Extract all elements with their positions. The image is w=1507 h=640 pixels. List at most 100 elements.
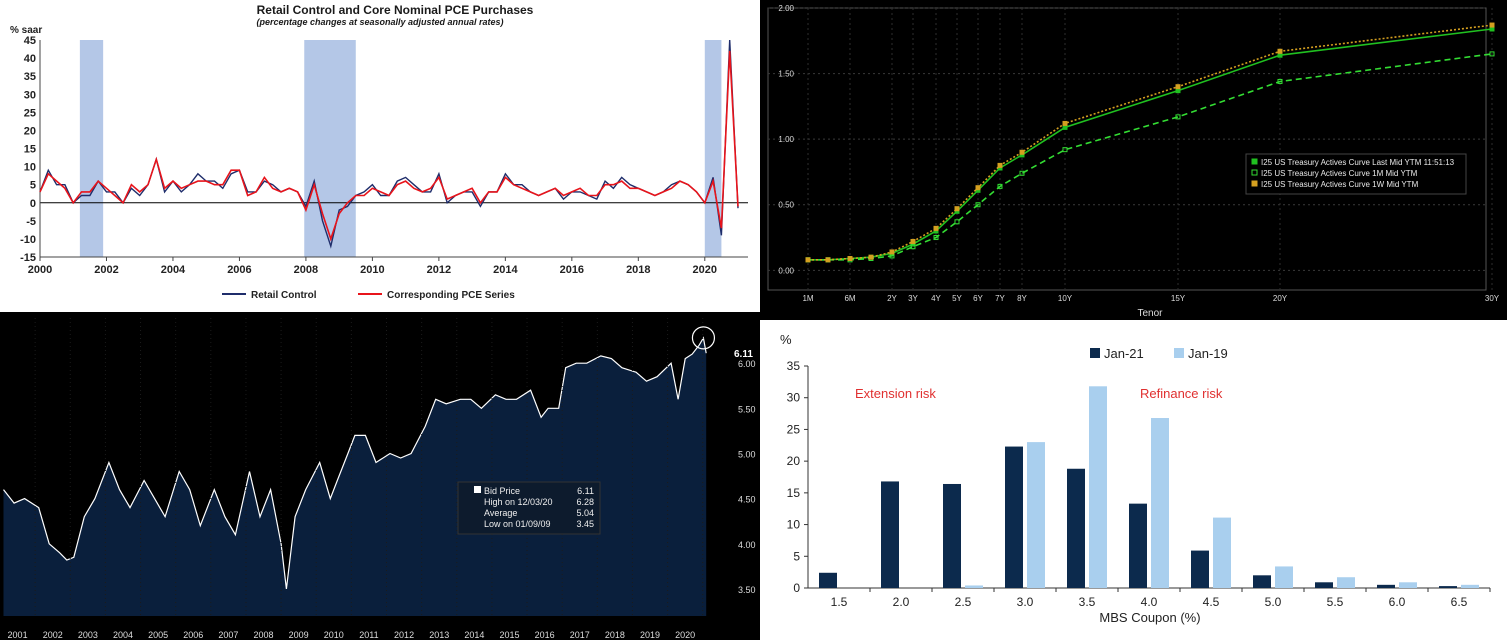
y-tick-label: 1.00: [778, 135, 794, 144]
last-price-box: [732, 346, 760, 360]
x-tick-label: 4.0: [1141, 595, 1158, 609]
legend-label: I25 US Treasury Actives Curve 1M Mid YTM: [1261, 169, 1418, 178]
data-point: [1277, 78, 1283, 84]
x-tick-label: 2004: [113, 630, 133, 640]
x-tick-label: 5.0: [1265, 595, 1282, 609]
annotation-label: Refinance risk: [1140, 386, 1223, 401]
x-tick-label: 2006: [183, 630, 203, 640]
legend-value: 6.28: [576, 497, 594, 507]
data-point: [1175, 88, 1181, 94]
bar: [1005, 446, 1023, 588]
bar: [1129, 503, 1147, 588]
x-tick-label: 2006: [227, 264, 251, 276]
data-point: [1277, 48, 1283, 54]
x-tick-label: 30Y: [1485, 294, 1500, 303]
legend-label: Low on 01/09/09: [484, 519, 551, 529]
x-tick-label: 2010: [360, 264, 384, 276]
x-tick-label: 2.0: [893, 595, 910, 609]
y-tick-label: 20: [24, 125, 36, 137]
bar: [965, 585, 983, 588]
x-tick-label: 1M: [802, 294, 813, 303]
x-tick-label: 2012: [394, 630, 414, 640]
data-point: [847, 256, 853, 262]
bar: [1253, 575, 1271, 588]
x-axis-label: Tenor: [1137, 308, 1163, 319]
legend-label: Jan-21: [1104, 346, 1144, 361]
data-point: [997, 162, 1003, 168]
bar: [1213, 517, 1231, 588]
legend-swatch: [1251, 169, 1258, 176]
data-point: [954, 206, 960, 212]
y-tick-label: 5: [793, 549, 800, 563]
x-tick-label: 10Y: [1058, 294, 1073, 303]
x-tick-label: 2016: [535, 630, 555, 640]
y-tick-label: 10: [787, 518, 801, 532]
last-price-label: 6.11: [734, 349, 753, 360]
y-tick-label: 0.50: [778, 201, 794, 210]
data-point: [910, 244, 916, 250]
y-tick-label: 30: [24, 89, 36, 101]
bar: [1027, 442, 1045, 588]
high-marker: [691, 326, 716, 350]
x-tick-label: 2020: [675, 630, 695, 640]
x-tick-label: 2013: [429, 630, 449, 640]
data-point: [933, 225, 939, 231]
x-tick-label: 2002: [94, 264, 118, 276]
treasury-curve-chart: 0.00 0.50 1.00 1.50 2.00 1M 6M 2Y 3Y 4Y 5Y 6Y 7Y 8Y 10…: [767, 4, 1500, 319]
data-point: [1489, 22, 1495, 28]
x-tick-label: 4Y: [931, 294, 941, 303]
bar: [1377, 584, 1395, 588]
legend-label: I25 US Treasury Actives Curve 1W Mid YTM: [1261, 180, 1419, 189]
y-tick-label: 6.00: [738, 359, 756, 369]
x-tick-label: 2016: [560, 264, 584, 276]
data-point: [1277, 52, 1283, 58]
x-tick-label: 2001: [8, 630, 28, 640]
x-tick-label: 2002: [43, 630, 63, 640]
x-tick-label: 6Y: [973, 294, 983, 303]
legend-value: 5.04: [576, 508, 594, 518]
data-point: [933, 235, 939, 241]
x-tick-label: 3.0: [1017, 595, 1034, 609]
annotation-label: Extension risk: [855, 386, 936, 401]
x-tick-label: 5Y: [952, 294, 962, 303]
legend-swatch: [1251, 180, 1258, 187]
x-tick-label: 3Y: [908, 294, 918, 303]
bar: [1067, 468, 1085, 588]
bar: [1151, 418, 1169, 588]
y-tick-label: 5.50: [738, 404, 756, 414]
legend-label: I25 US Treasury Actives Curve Last Mid Y…: [1261, 158, 1455, 167]
x-tick-label: 6M: [844, 294, 855, 303]
bar: [1191, 550, 1209, 588]
y-axis-label: %: [780, 332, 792, 347]
y-tick-label: 35: [24, 71, 36, 83]
x-axis-label: MBS Coupon (%): [1099, 610, 1200, 625]
x-tick-label: 4.5: [1203, 595, 1220, 609]
x-tick-label: 2008: [294, 264, 318, 276]
x-tick-label: 3.5: [1079, 595, 1096, 609]
y-tick-label: 2.00: [778, 4, 794, 13]
data-point: [975, 202, 981, 208]
data-point: [1062, 124, 1068, 130]
bid-price-chart-panel: 3.50 4.00 4.50 5.00 5.50 6.00 2001 2002 2003 2004…: [0, 312, 760, 640]
x-tick-label: 2003: [78, 630, 98, 640]
x-tick-label: 2004: [161, 264, 186, 276]
legend-value: 6.11: [577, 486, 594, 496]
bar: [1275, 566, 1293, 588]
x-tick-label: 20Y: [1273, 294, 1288, 303]
legend-box: [457, 481, 601, 535]
legend-label: Average: [484, 508, 517, 518]
data-point: [910, 238, 916, 244]
data-point: [1489, 26, 1495, 32]
y-tick-label: 15: [24, 144, 36, 156]
series-line: [808, 24, 1493, 261]
data-point: [1175, 84, 1181, 90]
y-tick-label: 0.00: [778, 266, 794, 275]
data-point: [868, 254, 874, 260]
retail-pce-chart-panel: Retail Control and Core Nominal PCE Purc…: [0, 0, 760, 312]
y-tick-label: 25: [24, 107, 36, 119]
y-axis-label: % saar: [10, 25, 42, 36]
x-tick-label: 2018: [605, 630, 625, 640]
plot-frame: [767, 7, 1487, 291]
x-tick-label: 2000: [28, 264, 52, 276]
recession-band: [704, 40, 722, 257]
